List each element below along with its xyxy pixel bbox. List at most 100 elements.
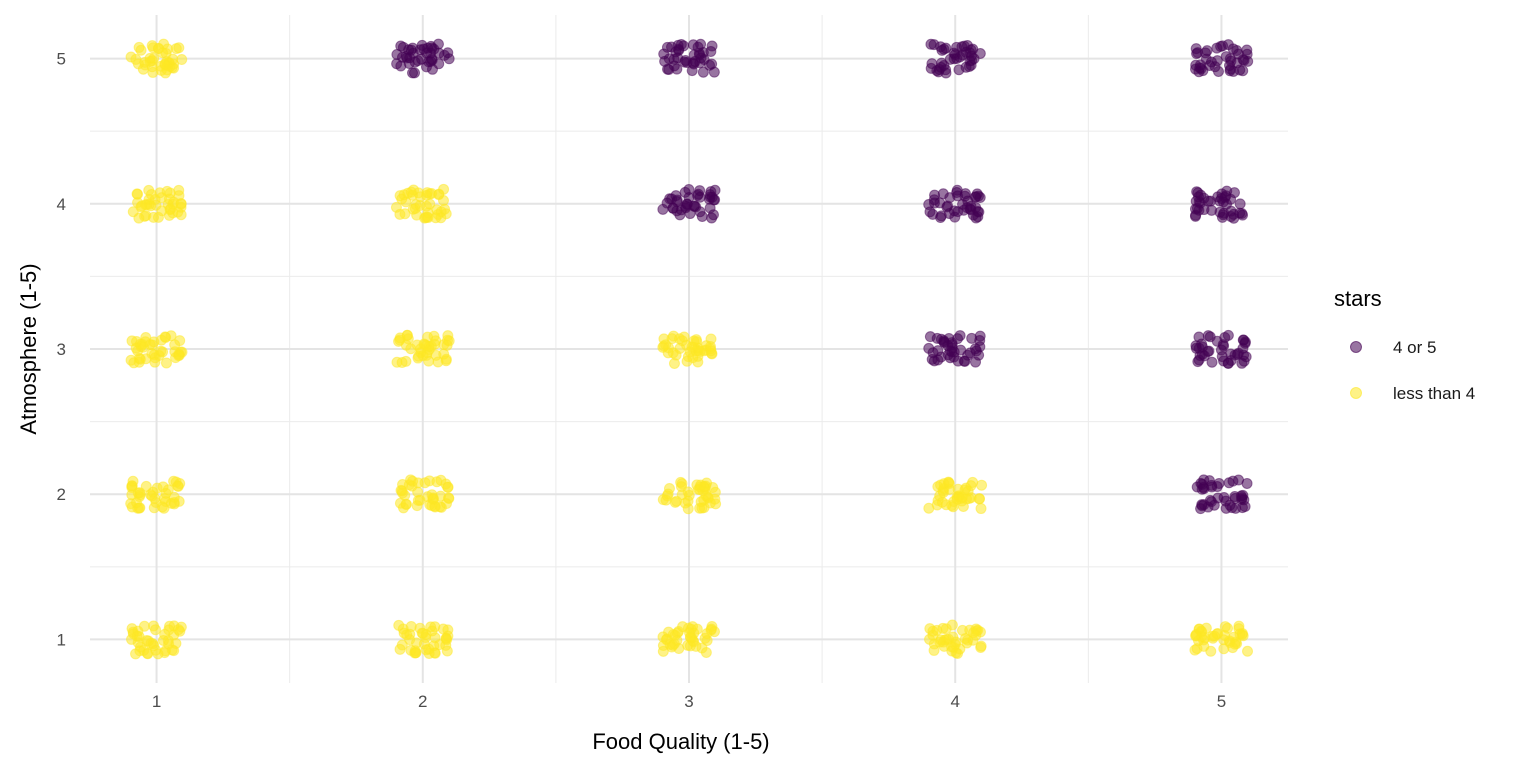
data-point (944, 345, 956, 357)
data-point (668, 357, 680, 369)
data-point (928, 39, 940, 51)
x-tick-label: 5 (1217, 692, 1226, 711)
data-point (970, 356, 982, 368)
data-point (962, 634, 974, 646)
data-point (145, 637, 157, 649)
data-point (974, 334, 986, 346)
data-point (973, 493, 985, 505)
data-point (433, 58, 445, 70)
data-point (1196, 499, 1208, 511)
data-point (944, 192, 956, 204)
data-point (1211, 481, 1223, 493)
data-point (148, 211, 160, 223)
data-point (671, 195, 683, 207)
data-point (416, 627, 428, 639)
data-point (1239, 337, 1251, 349)
data-point (663, 342, 675, 354)
data-point (1193, 331, 1205, 343)
data-point (412, 494, 424, 506)
data-point (970, 629, 982, 641)
data-point (396, 51, 408, 63)
data-point (700, 646, 712, 658)
data-point (1206, 356, 1218, 368)
y-axis-label: Atmosphere (1-5) (16, 263, 41, 434)
data-point (705, 186, 717, 198)
data-point (932, 354, 944, 366)
data-point (682, 495, 694, 507)
data-point (664, 638, 676, 650)
data-point (394, 643, 406, 655)
data-point (163, 624, 175, 636)
x-tick-label: 1 (152, 692, 161, 711)
data-point (975, 503, 987, 515)
legend: stars 4 or 5 less than 4 (1334, 286, 1475, 403)
data-point (412, 352, 424, 364)
data-point (434, 501, 446, 513)
data-point (427, 492, 439, 504)
data-point (681, 339, 693, 351)
data-point (946, 500, 958, 512)
data-point (134, 489, 146, 501)
data-point (1236, 357, 1248, 369)
data-point (1222, 357, 1234, 369)
data-point (959, 190, 971, 202)
data-point (148, 502, 160, 514)
data-point (173, 624, 185, 636)
data-point (152, 648, 164, 660)
data-point (704, 340, 716, 352)
data-point (924, 206, 936, 218)
data-point (1225, 55, 1237, 67)
data-point (142, 648, 154, 660)
data-point (1190, 630, 1202, 642)
data-point (132, 188, 144, 200)
x-tick-label: 3 (684, 692, 693, 711)
data-point (442, 47, 454, 59)
data-point (1234, 198, 1246, 210)
data-point (399, 208, 411, 220)
data-point (440, 355, 452, 367)
data-point (1232, 48, 1244, 60)
data-point (1225, 205, 1237, 217)
data-point (135, 44, 147, 56)
data-point (975, 641, 987, 653)
data-point (1204, 331, 1216, 343)
data-point (132, 637, 144, 649)
legend-label-4-or-5: 4 or 5 (1393, 338, 1436, 357)
data-point (418, 638, 430, 650)
data-point (173, 184, 185, 196)
data-point (126, 623, 138, 635)
y-tick-label: 5 (57, 50, 66, 69)
data-point (1239, 501, 1251, 513)
data-point (928, 197, 940, 209)
data-point (675, 481, 687, 493)
y-tick-label: 2 (57, 485, 66, 504)
data-point (1224, 499, 1236, 511)
data-point (1189, 644, 1201, 656)
data-point (160, 357, 172, 369)
data-point (169, 339, 181, 351)
data-point (1198, 474, 1210, 486)
data-point (932, 345, 944, 357)
data-point (167, 53, 179, 65)
data-point (700, 480, 712, 492)
data-point (948, 205, 960, 217)
data-point (698, 54, 710, 66)
data-point (437, 195, 449, 207)
data-point (431, 204, 443, 216)
data-point (964, 347, 976, 359)
data-point (1198, 204, 1210, 216)
data-point (976, 479, 988, 491)
x-axis-ticks: 1 2 3 4 5 (152, 692, 1226, 711)
data-point (420, 212, 432, 224)
data-point (679, 56, 691, 68)
data-point (148, 52, 160, 64)
x-axis-label: Food Quality (1-5) (592, 729, 769, 754)
data-point (127, 475, 139, 487)
data-point (397, 41, 409, 53)
data-point (160, 487, 172, 499)
data-point (130, 342, 142, 354)
data-point (429, 338, 441, 350)
data-point (707, 209, 719, 221)
data-point (175, 197, 187, 209)
